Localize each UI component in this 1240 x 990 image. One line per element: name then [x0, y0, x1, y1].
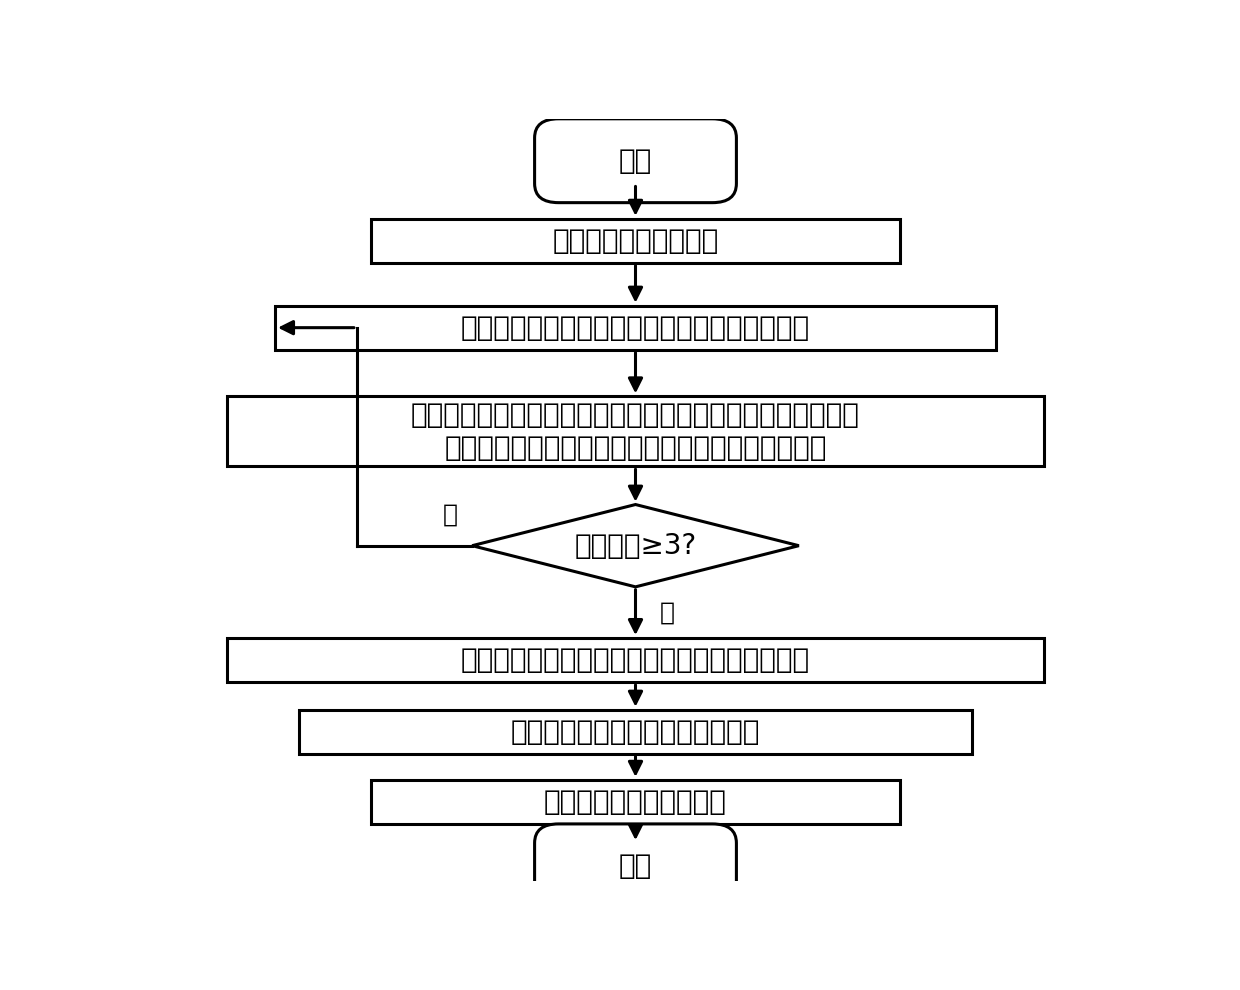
FancyBboxPatch shape	[371, 219, 900, 263]
Text: 试重数量≥3?: 试重数量≥3?	[574, 532, 697, 559]
Text: 基于辨识结果，进行偶不平衡校正: 基于辨识结果，进行偶不平衡校正	[511, 718, 760, 745]
Text: 结束: 结束	[619, 851, 652, 880]
Text: 否: 否	[443, 503, 458, 527]
FancyBboxPatch shape	[534, 824, 737, 908]
Text: 当陀螺飞轮稳定为辨识转速时，令其工作在闭环零倾侧状态，
记录一定时间内的力矩线圈电流并计算其一倍频幅值: 当陀螺飞轮稳定为辨识转速时，令其工作在闭环零倾侧状态， 记录一定时间内的力矩线圈…	[412, 401, 859, 461]
FancyBboxPatch shape	[299, 710, 972, 753]
FancyBboxPatch shape	[371, 780, 900, 824]
Polygon shape	[472, 505, 799, 587]
Text: 偶不平衡量校正效果检验: 偶不平衡量校正效果检验	[544, 788, 727, 816]
Text: 利用影响系数法计算原始偶不平衡量幅值和相位: 利用影响系数法计算原始偶不平衡量幅值和相位	[461, 646, 810, 674]
Text: 开始: 开始	[619, 147, 652, 174]
FancyBboxPatch shape	[227, 638, 1044, 682]
FancyBboxPatch shape	[534, 119, 737, 203]
Text: 在陀螺飞轮某一相位，添加偶不平衡形式的试重: 在陀螺飞轮某一相位，添加偶不平衡形式的试重	[461, 314, 810, 342]
FancyBboxPatch shape	[275, 306, 996, 349]
FancyBboxPatch shape	[227, 396, 1044, 466]
Text: 是: 是	[660, 600, 675, 625]
Text: 确定偶不平衡辨识转速: 确定偶不平衡辨识转速	[552, 227, 719, 254]
